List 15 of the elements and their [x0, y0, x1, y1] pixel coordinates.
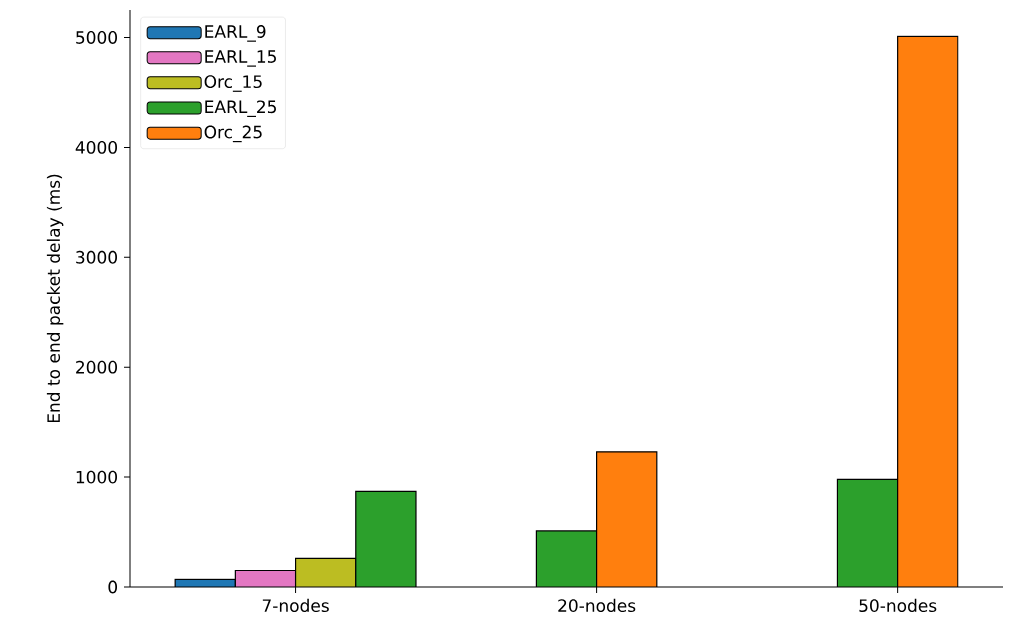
- legend-label: EARL_9: [205, 25, 266, 42]
- y-axis-title: End to end packet delay (ms): [46, 174, 64, 423]
- legend-label: Orc_25: [204, 125, 262, 143]
- legend-label: EARL_25: [205, 100, 276, 118]
- x-tick-label: 7-nodes: [262, 598, 329, 613]
- legend-label: Orc_15: [204, 75, 262, 92]
- y-tick-label: 1000: [76, 470, 117, 484]
- x-tick-label: 50-nodes: [859, 598, 937, 613]
- y-tick-label: 0: [108, 580, 118, 594]
- x-tick-label: 20-nodes: [558, 598, 636, 613]
- y-tick-label: 4000: [75, 140, 117, 154]
- legend-label: EARL_15: [205, 50, 276, 67]
- y-tick-label: 2000: [76, 360, 117, 374]
- y-tick-label: 3000: [76, 250, 117, 264]
- y-tick-label: 5000: [76, 31, 117, 44]
